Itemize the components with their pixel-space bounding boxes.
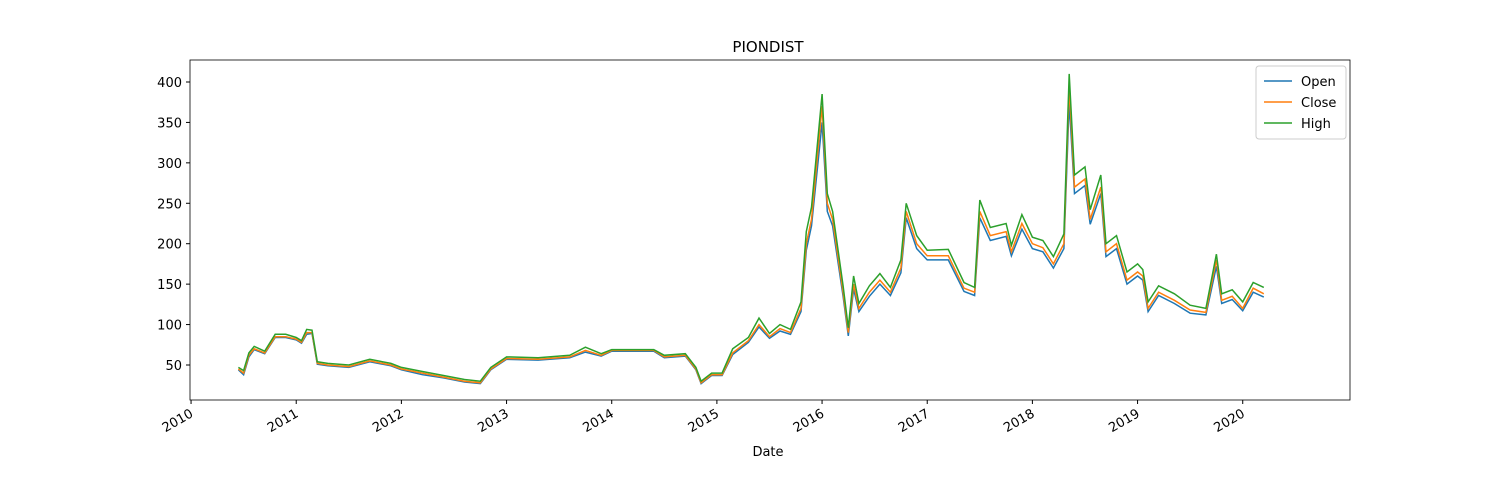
x-tick-label: 2018 <box>1001 406 1037 436</box>
chart-title: PIONDIST <box>732 38 804 56</box>
x-tick-label: 2011 <box>265 406 301 436</box>
y-tick-label: 350 <box>157 116 182 131</box>
x-tick-label: 2012 <box>370 406 406 436</box>
y-tick-label: 250 <box>157 197 182 212</box>
legend-label: Open <box>1301 75 1336 90</box>
plot-frame <box>189 59 1351 401</box>
x-tick-label: 2013 <box>475 406 511 436</box>
line-series <box>237 85 1265 385</box>
legend-label: High <box>1301 117 1331 132</box>
y-tick-label: 300 <box>157 157 182 172</box>
y-tick-label: 150 <box>157 278 182 293</box>
x-axis-label: Date <box>752 445 783 460</box>
x-tick-label: 2019 <box>1106 406 1142 436</box>
y-tick-label: 400 <box>157 76 182 91</box>
legend-box <box>1255 65 1347 140</box>
y-tick-label: 100 <box>157 319 182 334</box>
line-series <box>238 73 1265 383</box>
x-tick-label: 2016 <box>791 406 827 436</box>
x-tick-label: 2010 <box>160 406 196 436</box>
y-tick-label: 200 <box>157 238 182 253</box>
legend-label: Close <box>1301 96 1336 111</box>
line-series <box>237 102 1265 385</box>
y-tick-label: 50 <box>165 359 182 374</box>
x-tick-label: 2020 <box>1212 406 1248 436</box>
x-tick-label: 2014 <box>581 406 617 436</box>
x-tick-label: 2015 <box>686 406 722 436</box>
x-tick-label: 2017 <box>896 406 932 436</box>
